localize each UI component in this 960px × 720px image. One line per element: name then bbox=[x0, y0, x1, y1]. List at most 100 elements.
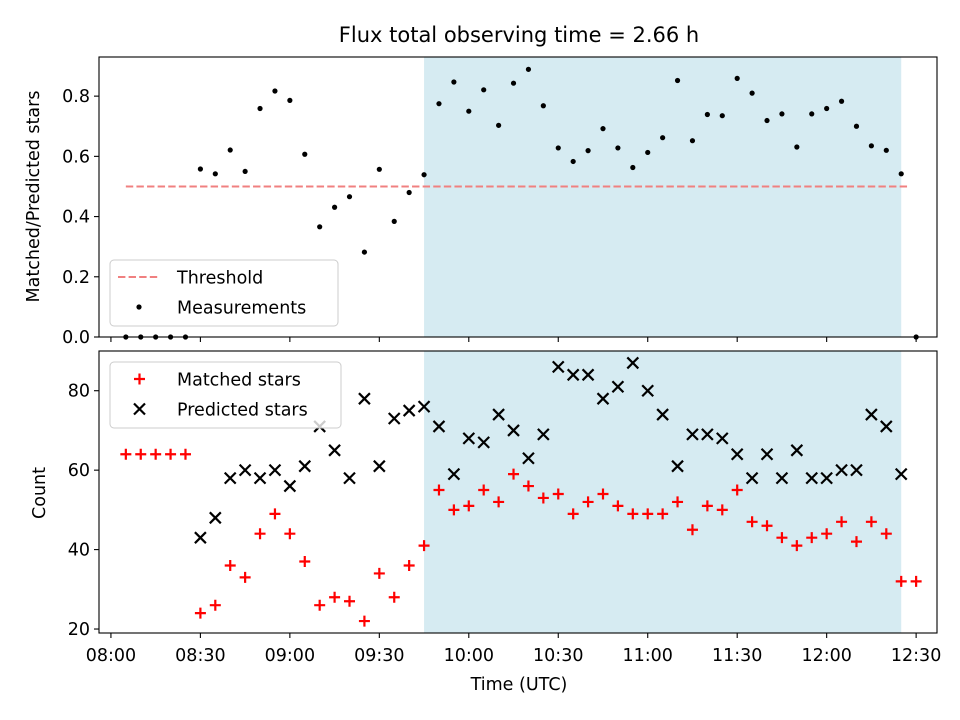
matched-star-point bbox=[135, 448, 147, 460]
matched-star-point bbox=[224, 559, 236, 571]
measurement-point bbox=[257, 105, 263, 112]
matched-star-point bbox=[329, 591, 341, 603]
predicted-star-point bbox=[790, 444, 804, 457]
measurement-point bbox=[660, 135, 666, 141]
bottom-x-tick-label: 10:30 bbox=[533, 646, 583, 666]
bottom-y-tick-label: 60 bbox=[68, 461, 90, 481]
bottom-y-tick-label: 20 bbox=[68, 620, 90, 640]
top-y-tick-label: 0.8 bbox=[62, 87, 90, 107]
measurement-point bbox=[674, 77, 681, 84]
matched-star-point bbox=[836, 516, 848, 528]
measurement-point bbox=[272, 88, 278, 94]
matched-star-point bbox=[537, 492, 549, 504]
measurement-point bbox=[376, 166, 382, 172]
predicted-star-point bbox=[477, 436, 490, 449]
predicted-star-point bbox=[373, 459, 386, 473]
matched-star-point bbox=[552, 488, 564, 500]
measurement-point bbox=[809, 111, 815, 117]
bottom-plot-frame bbox=[98, 350, 938, 634]
bottom-y-tick-label: 40 bbox=[68, 541, 90, 561]
top-observing-span bbox=[424, 57, 902, 337]
bottom-x-tick-label: 10:00 bbox=[444, 646, 494, 666]
predicted-star-point bbox=[194, 531, 207, 544]
legend-measurements-label: Measurements bbox=[177, 299, 306, 319]
predicted-star-point bbox=[492, 408, 505, 421]
bottom-legend-box bbox=[109, 361, 342, 429]
predicted-star-point bbox=[820, 471, 833, 485]
measurement-point bbox=[436, 101, 442, 107]
bottom-x-tick-label: 11:30 bbox=[712, 646, 762, 666]
matched-star-point bbox=[522, 480, 534, 492]
predicted-star-point bbox=[387, 412, 401, 425]
matched-star-point bbox=[657, 508, 669, 520]
measurement-point bbox=[540, 103, 546, 109]
predicted-star-point bbox=[343, 471, 356, 485]
matched-star-point bbox=[850, 536, 862, 548]
matched-star-point bbox=[120, 448, 132, 460]
matched-star-point bbox=[493, 496, 505, 508]
matched-star-point bbox=[627, 508, 639, 520]
measurement-point bbox=[704, 111, 710, 118]
predicted-star-point bbox=[566, 368, 580, 382]
measurement-point bbox=[331, 204, 338, 210]
matched-star-point bbox=[403, 559, 415, 571]
bottom-panel: 20 40 60 80 08:00 08:30 09:00 09:30 10:00 10:30 1… bbox=[30, 350, 941, 695]
top-panel: 0.0 0.2 0.4 0.6 0.8 Flux total observing tim… bbox=[24, 23, 938, 348]
matched-star-point bbox=[254, 528, 266, 540]
matched-star-point bbox=[463, 500, 475, 512]
predicted-star-point bbox=[253, 471, 267, 485]
predicted-star-point bbox=[551, 360, 565, 374]
bottom-x-tick-label: 12:00 bbox=[801, 646, 851, 666]
legend-matched-swatch bbox=[134, 373, 145, 385]
measurement-point bbox=[421, 172, 427, 178]
predicted-star-point bbox=[402, 404, 416, 417]
bottom-x-tick-label: 09:00 bbox=[265, 646, 315, 666]
matched-star-point bbox=[910, 575, 922, 587]
x-axis-label: Time (UTC) bbox=[470, 675, 568, 695]
matched-star-point bbox=[686, 524, 698, 536]
top-legend: Threshold Measurements bbox=[109, 259, 339, 327]
predicted-star-point bbox=[656, 408, 669, 421]
predicted-star-point bbox=[745, 471, 759, 485]
measurement-point bbox=[764, 117, 770, 124]
measurement-point bbox=[630, 164, 636, 171]
predicted-star-point bbox=[730, 447, 744, 461]
matched-star-point bbox=[597, 488, 609, 500]
bottom-x-tick-label: 11:00 bbox=[623, 646, 673, 666]
predicted-stars-points bbox=[194, 356, 908, 544]
matched-star-point bbox=[314, 599, 326, 611]
legend-predicted-label: Predicted stars bbox=[177, 401, 308, 421]
matched-star-point bbox=[478, 484, 490, 496]
predicted-star-point bbox=[417, 400, 431, 413]
measurement-point bbox=[824, 105, 830, 112]
predicted-star-point bbox=[671, 459, 684, 473]
matched-star-point bbox=[433, 484, 445, 496]
top-plot-frame bbox=[98, 56, 938, 338]
predicted-star-point bbox=[581, 368, 595, 382]
matched-star-point bbox=[642, 508, 654, 520]
predicted-star-point bbox=[507, 424, 520, 437]
predicted-star-point bbox=[268, 463, 282, 477]
predicted-star-point bbox=[805, 471, 819, 485]
measurement-point bbox=[287, 97, 293, 103]
matched-star-point bbox=[209, 599, 221, 611]
measurement-point bbox=[466, 108, 472, 114]
measurement-point bbox=[585, 148, 591, 154]
predicted-star-point bbox=[462, 432, 476, 445]
predicted-star-point bbox=[447, 467, 461, 481]
predicted-star-point bbox=[641, 384, 655, 397]
measurement-point bbox=[615, 145, 621, 151]
bottom-y-axis-label: Count bbox=[30, 467, 50, 519]
measurement-point bbox=[734, 75, 740, 81]
legend-threshold-label: Threshold bbox=[176, 269, 263, 289]
matched-star-point bbox=[567, 508, 579, 520]
measurement-point bbox=[853, 123, 860, 129]
measurement-point bbox=[212, 171, 218, 177]
matched-star-point bbox=[895, 575, 907, 587]
bottom-observing-span bbox=[424, 351, 902, 633]
matched-star-point bbox=[701, 500, 713, 512]
matched-star-point bbox=[821, 528, 833, 540]
matched-star-point bbox=[746, 516, 758, 528]
measurement-point bbox=[451, 79, 457, 85]
